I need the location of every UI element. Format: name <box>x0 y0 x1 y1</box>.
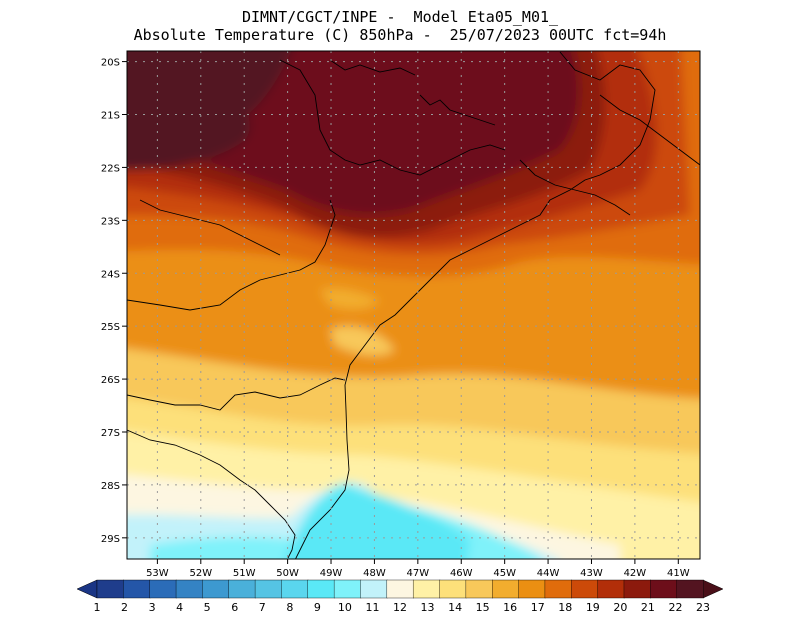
lat-label: 24S <box>101 269 120 280</box>
colorbar-swatch <box>650 579 678 599</box>
colorbar-swatch <box>149 579 177 599</box>
colorbar-swatch <box>254 579 283 599</box>
colorbar-swatch <box>676 579 704 599</box>
colorbar-label: 21 <box>641 601 655 614</box>
colorbar-label: 3 <box>149 601 156 614</box>
temperature-field <box>127 51 700 559</box>
colorbar-swatch <box>544 579 572 599</box>
colorbar-swatch <box>202 579 230 599</box>
lat-label: 23S <box>101 216 120 227</box>
colorbar-label: 18 <box>558 601 572 614</box>
colorbar-label: 19 <box>586 601 600 614</box>
colorbar-label: 5 <box>204 601 211 614</box>
colorbar-label: 9 <box>314 601 321 614</box>
chart-title-line-1: DIMNT/CGCT/INPE - Model Eta05_M01_ <box>241 8 559 26</box>
lat-label: 21S <box>101 111 120 122</box>
latitude-labels: 20S 21S 22S 23S 24S 25S 26S 27S 28S 29S <box>101 58 127 545</box>
colorbar: 1 2 3 4 5 6 7 8 9 10 11 12 13 14 15 16 17 18 19 20 21 22 23 <box>76 579 724 614</box>
colorbar-label: 7 <box>259 601 266 614</box>
colorbar-swatch <box>175 579 204 599</box>
colorbar-label: 1 <box>94 601 101 614</box>
colorbar-swatch <box>571 579 599 599</box>
lon-label: 48W <box>363 568 386 579</box>
colorbar-swatch <box>386 579 414 599</box>
lon-label: 41W <box>667 568 690 579</box>
lat-label: 27S <box>101 428 120 439</box>
lat-label: 25S <box>101 322 120 333</box>
colorbar-label: 17 <box>531 601 545 614</box>
lon-label: 49W <box>320 568 343 579</box>
lat-label: 28S <box>101 481 120 492</box>
colorbar-label: 6 <box>231 601 238 614</box>
colorbar-swatch <box>96 579 125 599</box>
colorbar-right-arrow <box>702 579 724 599</box>
colorbar-swatch <box>307 579 335 599</box>
lon-label: 50W <box>276 568 299 579</box>
lon-label: 43W <box>580 568 603 579</box>
colorbar-swatch <box>333 579 362 599</box>
lon-label: 42W <box>624 568 647 579</box>
lon-label: 52W <box>189 568 212 579</box>
colorbar-label: 16 <box>503 601 517 614</box>
colorbar-label: 12 <box>393 601 407 614</box>
longitude-labels: 53W 52W 51W 50W 49W 48W 47W 46W 45W 44W 43W 42W 41W <box>146 559 690 579</box>
colorbar-label: 20 <box>613 601 627 614</box>
lon-label: 46W <box>450 568 473 579</box>
colorbar-label: 23 <box>696 601 710 614</box>
colorbar-swatch <box>412 579 441 599</box>
colorbar-label: 13 <box>421 601 435 614</box>
colorbar-swatch <box>492 579 520 599</box>
colorbar-label: 8 <box>286 601 293 614</box>
lon-label: 45W <box>493 568 516 579</box>
lat-label: 22S <box>101 163 120 174</box>
colorbar-label: 15 <box>476 601 490 614</box>
lat-label: 29S <box>101 534 120 545</box>
colorbar-label: 11 <box>365 601 379 614</box>
colorbar-swatch <box>465 579 493 599</box>
lon-label: 44W <box>537 568 560 579</box>
lon-label: 53W <box>146 568 169 579</box>
map-frame <box>126 50 701 560</box>
lat-label: 20S <box>101 58 120 69</box>
colorbar-label: 22 <box>668 601 682 614</box>
colorbar-swatch <box>360 579 388 599</box>
colorbar-swatch <box>228 579 256 599</box>
colorbar-label: 4 <box>176 601 183 614</box>
coastline-and-borders <box>127 51 700 559</box>
chart-title-line-2: Absolute Temperature (C) 850hPa - 25/07/… <box>133 26 667 44</box>
colorbar-swatch <box>597 579 625 599</box>
lat-label: 26S <box>101 375 120 386</box>
colorbar-swatch <box>623 579 652 599</box>
colorbar-swatch <box>518 579 546 599</box>
lon-label: 47W <box>407 568 430 579</box>
colorbar-swatch <box>281 579 309 599</box>
lon-label: 51W <box>233 568 256 579</box>
colorbar-swatch <box>439 579 467 599</box>
colorbar-label: 2 <box>121 601 128 614</box>
colorbar-label: 10 <box>338 601 352 614</box>
colorbar-label: 14 <box>448 601 462 614</box>
colorbar-left-arrow <box>76 579 98 599</box>
colorbar-swatch <box>123 579 151 599</box>
